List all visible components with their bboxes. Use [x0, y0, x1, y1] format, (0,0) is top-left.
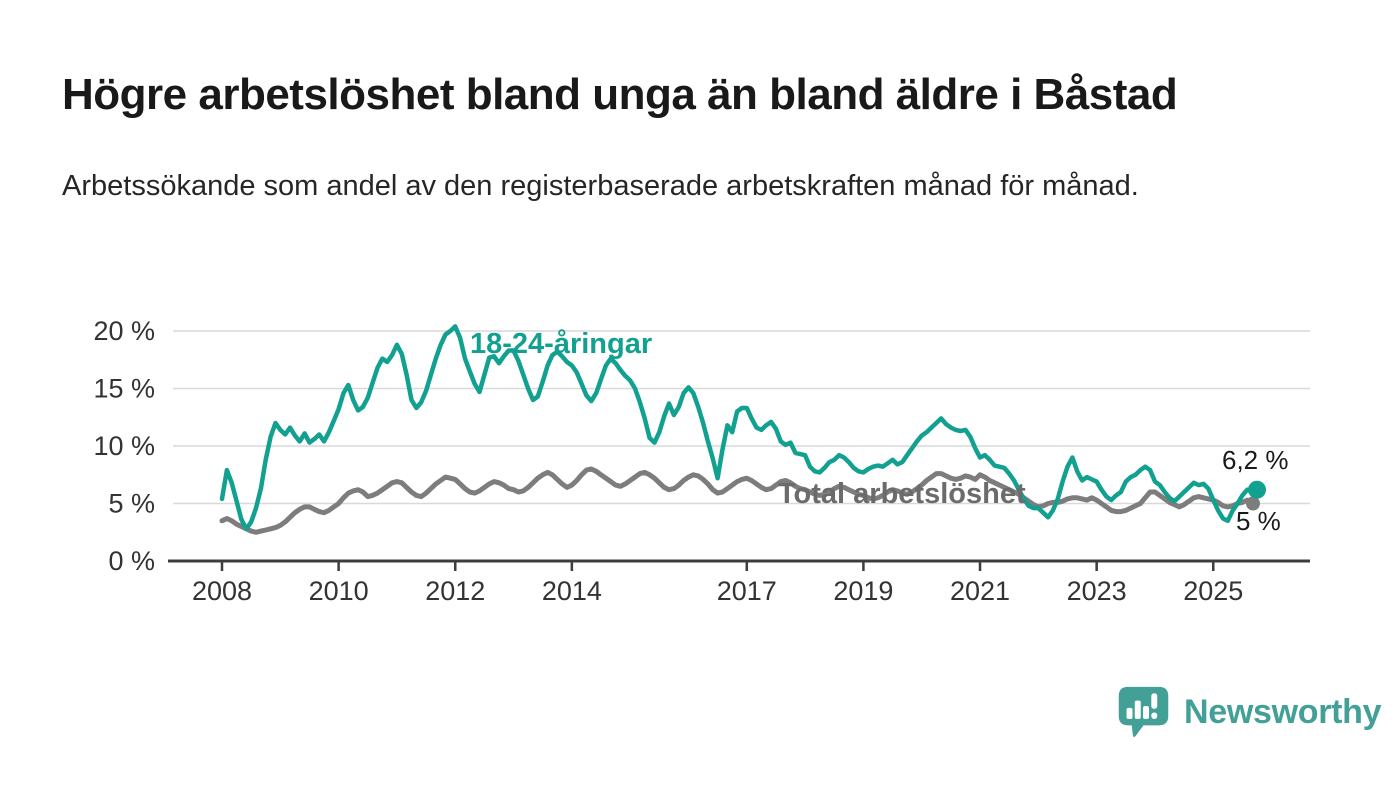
- y-tick-label: 5 %: [108, 489, 155, 519]
- x-tick-label: 2019: [833, 576, 893, 606]
- end-value-label-total: 5 %: [1236, 506, 1281, 536]
- x-axis: [168, 559, 1310, 571]
- x-axis-labels: 2008 2010 2012 2014 2017 2019 2021 2023 2025: [192, 576, 1243, 606]
- x-tick-label: 2025: [1183, 576, 1243, 606]
- chart-subtitle: Arbetssökande som andel av den registerb…: [62, 170, 1139, 202]
- x-tick-label: 2021: [950, 576, 1010, 606]
- chart-title: Högre arbetslöshet bland unga än bland ä…: [62, 70, 1178, 119]
- x-tick-label: 2023: [1067, 576, 1127, 606]
- latest-value-markers: [1246, 480, 1266, 511]
- y-tick-label: 15 %: [93, 374, 155, 404]
- total-end-dot: [1246, 496, 1260, 511]
- newsworthy-logo: Newsworthy: [1116, 684, 1382, 741]
- end-value-label-young: 6,2 %: [1222, 445, 1289, 475]
- x-tick-label: 2010: [309, 576, 369, 606]
- y-tick-label: 20 %: [93, 316, 155, 346]
- newsworthy-logo-text: Newsworthy: [1184, 693, 1382, 731]
- y-tick-label: 0 %: [108, 546, 155, 576]
- data-series: [219, 324, 1260, 535]
- youth-end-dot: [1248, 480, 1266, 499]
- y-tick-label: 10 %: [93, 431, 155, 461]
- series-label-total: Total arbetslöshet: [778, 478, 1026, 510]
- x-tick-label: 2008: [192, 576, 252, 606]
- youth-unemployment-line: [219, 324, 1260, 532]
- x-tick-label: 2012: [425, 576, 485, 606]
- gridlines: [173, 330, 1310, 505]
- bar-chart-speech-bubble-icon: [1118, 686, 1169, 738]
- x-tick-label: 2014: [542, 576, 602, 606]
- total-unemployment-line: [219, 466, 1260, 535]
- y-axis-labels: 0 % 5 % 10 % 15 % 20 %: [93, 316, 155, 576]
- series-label-young: 18-24-åringar: [470, 328, 652, 360]
- x-tick-label: 2017: [717, 576, 777, 606]
